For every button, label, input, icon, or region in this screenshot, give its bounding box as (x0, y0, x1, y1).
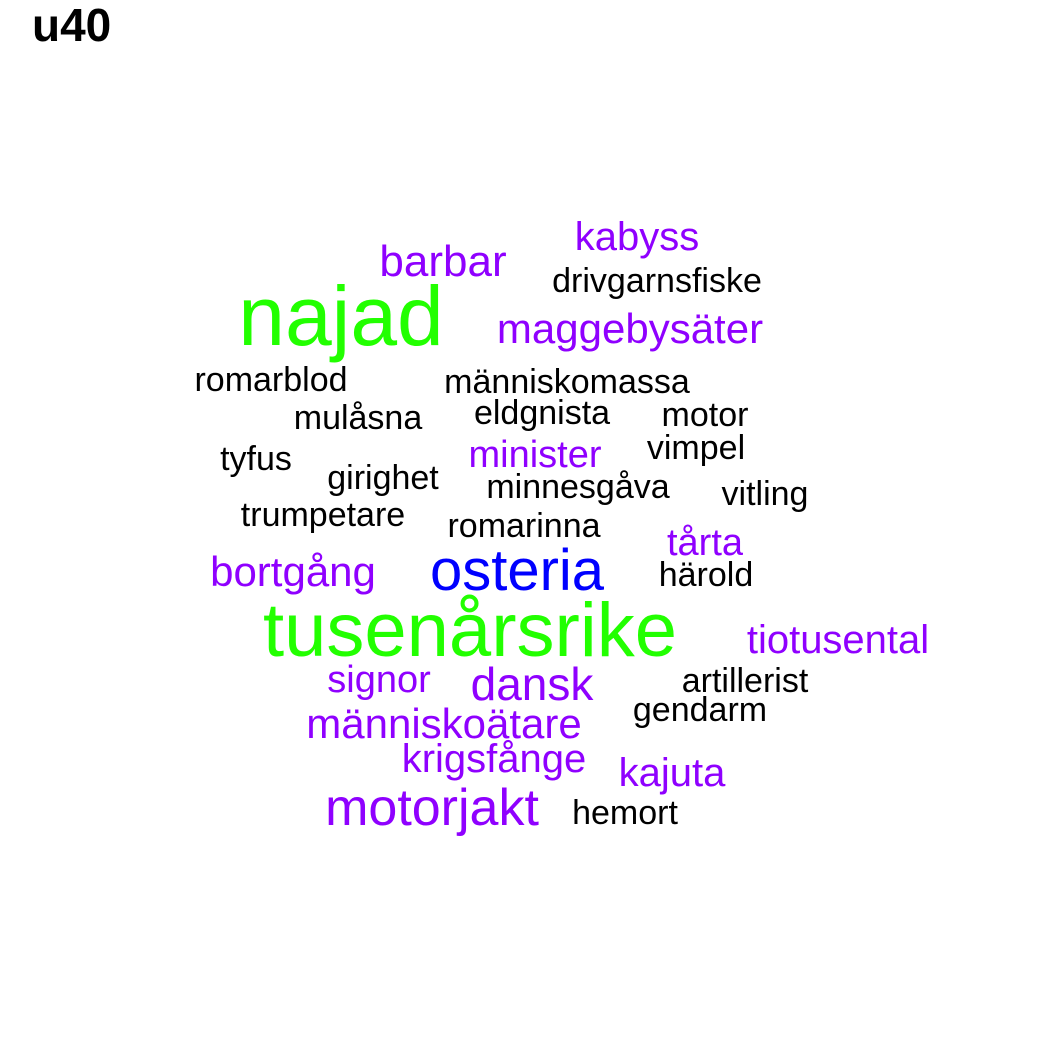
word-kajuta: kajuta (618, 751, 726, 795)
word-romarinna: romarinna (447, 507, 601, 545)
word-harold: härold (658, 556, 754, 594)
word-trumpetare: trumpetare (240, 496, 406, 534)
word-krigsfange: krigsfånge (401, 737, 587, 781)
word-girighet: girighet (327, 459, 439, 497)
word-kabyss: kabyss (574, 215, 700, 259)
word-artillerist: artillerist (681, 662, 809, 700)
word-osteria: osteria (429, 538, 605, 603)
word-manniskoatare: människoätare (306, 700, 582, 747)
word-manniskomassa: människomassa (444, 363, 690, 401)
word-tiotusental: tiotusental (746, 618, 930, 662)
word-najad: najad (238, 269, 444, 363)
word-maggebysater: maggebysäter (496, 305, 764, 352)
word-tyfus: tyfus (220, 440, 292, 478)
word-minnesgava: minnesgåva (486, 468, 670, 506)
word-minister: minister (468, 434, 602, 476)
word-signor: signor (327, 659, 431, 701)
word-tusenarsrike: tusenårsrike (263, 588, 677, 673)
word-vitling: vitling (721, 475, 809, 513)
word-bortgang: bortgång (210, 548, 376, 595)
word-motor: motor (661, 396, 749, 434)
word-motorjakt: motorjakt (325, 779, 539, 837)
word-vimpel: vimpel (646, 429, 746, 467)
word-gendarm: gendarm (632, 691, 768, 729)
word-drivgarnsfiske: drivgarnsfiske (552, 262, 762, 300)
word-mulasna: mulåsna (293, 399, 423, 437)
chart-title: u40 (32, 0, 112, 51)
word-romarblod: romarblod (194, 361, 348, 399)
word-barbar: barbar (379, 237, 507, 286)
word-hemort: hemort (572, 794, 678, 832)
word-tarta: tårta (666, 522, 744, 564)
word-dansk: dansk (470, 658, 594, 710)
word-eldgnista: eldgnista (473, 394, 611, 432)
